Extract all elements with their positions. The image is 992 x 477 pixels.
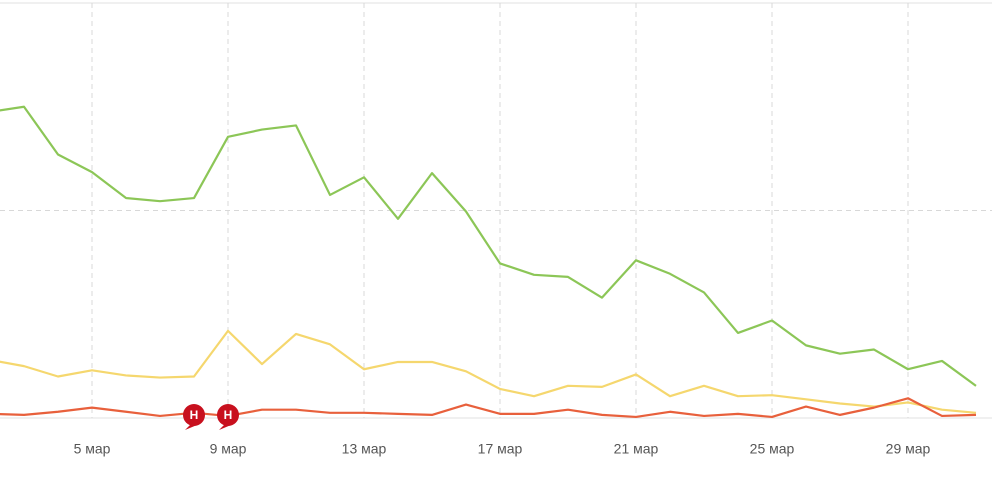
annotation-marker: Н (183, 404, 205, 430)
x-tick-label: 5 мар (74, 441, 111, 457)
annotation-bubble (217, 404, 239, 426)
annotation-text: Н (190, 408, 199, 422)
x-tick-label: 13 мар (342, 441, 387, 457)
series-line (0, 329, 977, 414)
x-tick-label: 29 мар (886, 441, 931, 457)
annotation-bubble (183, 404, 205, 426)
x-tick-label: 17 мар (478, 441, 523, 457)
x-tick-label: 25 мар (750, 441, 795, 457)
series-line (0, 105, 977, 387)
x-tick-label: 9 мар (210, 441, 247, 457)
x-tick-label: 21 мар (614, 441, 659, 457)
annotation-marker: Н (217, 404, 239, 430)
annotation-text: Н (224, 408, 233, 422)
series-line (0, 397, 977, 419)
